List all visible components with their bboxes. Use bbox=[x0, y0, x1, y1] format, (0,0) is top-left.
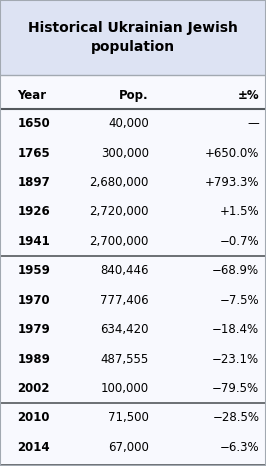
Text: 300,000: 300,000 bbox=[101, 147, 149, 160]
Text: +793.3%: +793.3% bbox=[205, 176, 259, 189]
Bar bbox=[0, 0, 266, 75]
Text: 1926: 1926 bbox=[17, 206, 50, 219]
Text: −79.5%: −79.5% bbox=[212, 382, 259, 395]
Text: 2010: 2010 bbox=[17, 411, 50, 425]
Text: 1959: 1959 bbox=[17, 264, 50, 277]
Text: 2,720,000: 2,720,000 bbox=[89, 206, 149, 219]
Text: 40,000: 40,000 bbox=[108, 117, 149, 130]
Text: Historical Ukrainian Jewish
population: Historical Ukrainian Jewish population bbox=[28, 21, 238, 54]
Text: 1970: 1970 bbox=[17, 294, 50, 307]
Text: 840,446: 840,446 bbox=[101, 264, 149, 277]
Text: 1941: 1941 bbox=[17, 235, 50, 248]
Text: —: — bbox=[248, 117, 259, 130]
Text: −28.5%: −28.5% bbox=[212, 411, 259, 425]
Text: Year: Year bbox=[17, 89, 46, 102]
Text: Pop.: Pop. bbox=[119, 89, 149, 102]
Text: 777,406: 777,406 bbox=[100, 294, 149, 307]
Text: 1897: 1897 bbox=[17, 176, 50, 189]
Text: +650.0%: +650.0% bbox=[205, 147, 259, 160]
Text: ±%: ±% bbox=[238, 89, 259, 102]
Text: −0.7%: −0.7% bbox=[220, 235, 259, 248]
Text: 100,000: 100,000 bbox=[101, 382, 149, 395]
Text: 2002: 2002 bbox=[17, 382, 50, 395]
Text: 2,700,000: 2,700,000 bbox=[90, 235, 149, 248]
Text: −23.1%: −23.1% bbox=[212, 353, 259, 365]
Text: 487,555: 487,555 bbox=[101, 353, 149, 365]
Text: 67,000: 67,000 bbox=[108, 441, 149, 454]
Text: −18.4%: −18.4% bbox=[212, 323, 259, 336]
Text: 2,680,000: 2,680,000 bbox=[90, 176, 149, 189]
Text: −6.3%: −6.3% bbox=[220, 441, 259, 454]
Text: −7.5%: −7.5% bbox=[220, 294, 259, 307]
Text: 2014: 2014 bbox=[17, 441, 50, 454]
Text: 1979: 1979 bbox=[17, 323, 50, 336]
Text: 634,420: 634,420 bbox=[101, 323, 149, 336]
Text: +1.5%: +1.5% bbox=[220, 206, 259, 219]
Text: 71,500: 71,500 bbox=[108, 411, 149, 425]
Text: 1989: 1989 bbox=[17, 353, 50, 365]
Text: 1650: 1650 bbox=[17, 117, 50, 130]
Text: 1765: 1765 bbox=[17, 147, 50, 160]
Text: −68.9%: −68.9% bbox=[212, 264, 259, 277]
